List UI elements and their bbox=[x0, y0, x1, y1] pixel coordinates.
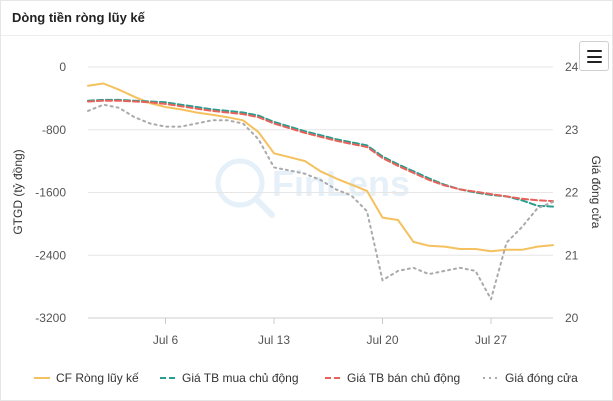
legend-item[interactable]: Giá TB bán chủ động bbox=[325, 371, 460, 385]
x-tick-label: Jul 27 bbox=[475, 333, 507, 347]
y-axis-right-title: Giá đóng cửa bbox=[589, 156, 603, 229]
y-right-tick-label: 22 bbox=[565, 186, 579, 200]
y-left-tick-label: -1600 bbox=[35, 186, 66, 200]
y-left-tick-label: -2400 bbox=[35, 248, 66, 262]
y-left-tick-label: 0 bbox=[59, 60, 66, 74]
card-header: Dòng tiền ròng lũy kế bbox=[1, 1, 612, 36]
y-right-tick-label: 20 bbox=[565, 311, 579, 325]
series-line-gia-tb-mua-chu-dong[interactable] bbox=[87, 98, 554, 208]
series-line-gia-dong-cua[interactable] bbox=[87, 103, 554, 301]
legend[interactable]: CF Ròng lũy kế Giá TB mua chủ động Giá TB … bbox=[34, 371, 578, 385]
x-axis: Jul 6 Jul 13 Jul 20 Jul 27 bbox=[88, 317, 553, 347]
legend-label: Giá đóng cửa bbox=[505, 371, 578, 385]
menu-icon-bar-2 bbox=[587, 55, 602, 58]
series-line-cf-rong-luy-ke[interactable] bbox=[87, 82, 554, 253]
watermark-magnifier-handle bbox=[253, 196, 275, 218]
x-tick-label: Jul 6 bbox=[153, 333, 179, 347]
y-axis-left: 0 -800 -1600 -2400 -3200 bbox=[35, 60, 66, 325]
menu-icon-bar-3 bbox=[587, 61, 602, 64]
series-line-gia-tb-ban-chu-dong[interactable] bbox=[87, 99, 554, 203]
chart-menu-button[interactable] bbox=[579, 41, 609, 71]
y-axis-right: 24 23 22 21 20 bbox=[565, 60, 579, 325]
series-group bbox=[87, 82, 554, 301]
chart-title: Dòng tiền ròng lũy kế bbox=[12, 10, 145, 25]
x-tick-label: Jul 20 bbox=[366, 333, 398, 347]
y-left-tick-label: -800 bbox=[42, 123, 66, 137]
y-right-tick-label: 21 bbox=[565, 248, 579, 262]
legend-item[interactable]: CF Ròng lũy kế bbox=[34, 371, 139, 385]
legend-label: Giá TB mua chủ động bbox=[182, 371, 299, 385]
y-right-tick-label: 24 bbox=[565, 60, 579, 74]
finlens-watermark: FinLens bbox=[215, 158, 410, 218]
y-axis-left-title: GTGD (tỷ đồng) bbox=[11, 149, 25, 234]
watermark-magnifier-icon bbox=[215, 158, 265, 208]
watermark-text: FinLens bbox=[272, 163, 410, 204]
menu-icon-bar-1 bbox=[587, 50, 602, 53]
legend-item[interactable]: Giá đóng cửa bbox=[483, 371, 578, 385]
legend-label: CF Ròng lũy kế bbox=[56, 371, 139, 385]
y-left-tick-label: -3200 bbox=[35, 311, 66, 325]
legend-item[interactable]: Giá TB mua chủ động bbox=[160, 371, 299, 385]
legend-label: Giá TB bán chủ động bbox=[347, 371, 460, 385]
x-tick-label: Jul 13 bbox=[258, 333, 290, 347]
y-right-tick-label: 23 bbox=[565, 123, 579, 137]
